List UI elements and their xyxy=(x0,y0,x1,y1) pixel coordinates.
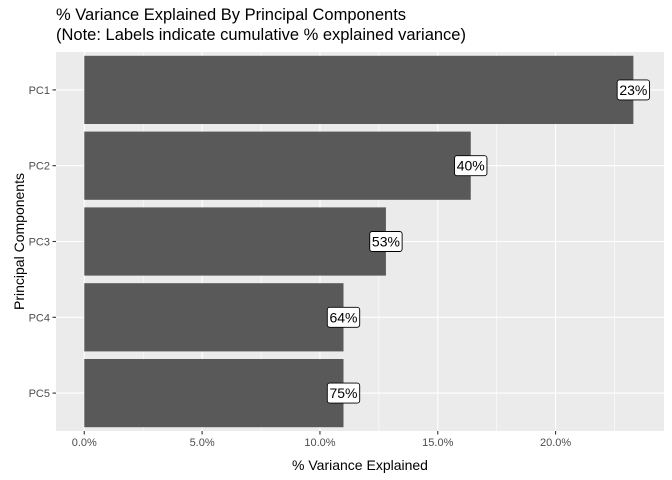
bar-pc5 xyxy=(84,358,344,428)
y-tick-label: PC1 xyxy=(29,85,50,97)
bar-pc1 xyxy=(84,55,634,125)
bar-pc3 xyxy=(84,207,386,276)
bars xyxy=(84,55,634,428)
x-axis: 0.0% 5.0% 10.0% 15.0% 20.0% xyxy=(72,431,571,449)
data-label-box xyxy=(616,79,651,101)
bar-pc4 xyxy=(84,283,344,352)
data-label-text: 40% xyxy=(457,158,485,174)
x-tick-label: 5.0% xyxy=(190,437,215,449)
x-axis-title: % Variance Explained xyxy=(292,457,428,473)
data-labels: 23% 40% 53% 64% 75% xyxy=(326,79,651,404)
y-tick-label: PC3 xyxy=(29,237,50,249)
data-label-text: 23% xyxy=(619,82,647,98)
data-label-text: 75% xyxy=(329,385,357,401)
x-tick-label: 15.0% xyxy=(422,437,453,449)
bar-pc2 xyxy=(84,131,471,200)
y-axis-title: Principal Components xyxy=(11,173,27,310)
data-label-text: 53% xyxy=(372,234,400,250)
x-tick-label: 20.0% xyxy=(540,437,571,449)
data-label-box xyxy=(326,306,361,328)
x-tick-label: 0.0% xyxy=(72,437,97,449)
y-tick-label: PC5 xyxy=(29,388,50,400)
data-label: 40% xyxy=(454,155,488,177)
data-label: 64% xyxy=(326,306,361,328)
data-label: 75% xyxy=(326,382,361,404)
y-tick-label: PC4 xyxy=(29,312,50,324)
data-label: 23% xyxy=(616,79,651,101)
y-axis: PC1 PC2 PC3 PC4 PC5 xyxy=(29,85,56,400)
data-label-text: 64% xyxy=(329,309,357,325)
chart-subtitle: (Note: Labels indicate cumulative % expl… xyxy=(56,26,466,44)
data-label-box xyxy=(369,231,403,252)
y-tick-label: PC2 xyxy=(29,161,50,173)
data-label: 53% xyxy=(369,231,403,252)
chart-title: % Variance Explained By Principal Compon… xyxy=(56,6,407,24)
data-label-box xyxy=(326,382,361,404)
data-label-box xyxy=(454,155,488,177)
x-tick-label: 10.0% xyxy=(304,437,335,449)
